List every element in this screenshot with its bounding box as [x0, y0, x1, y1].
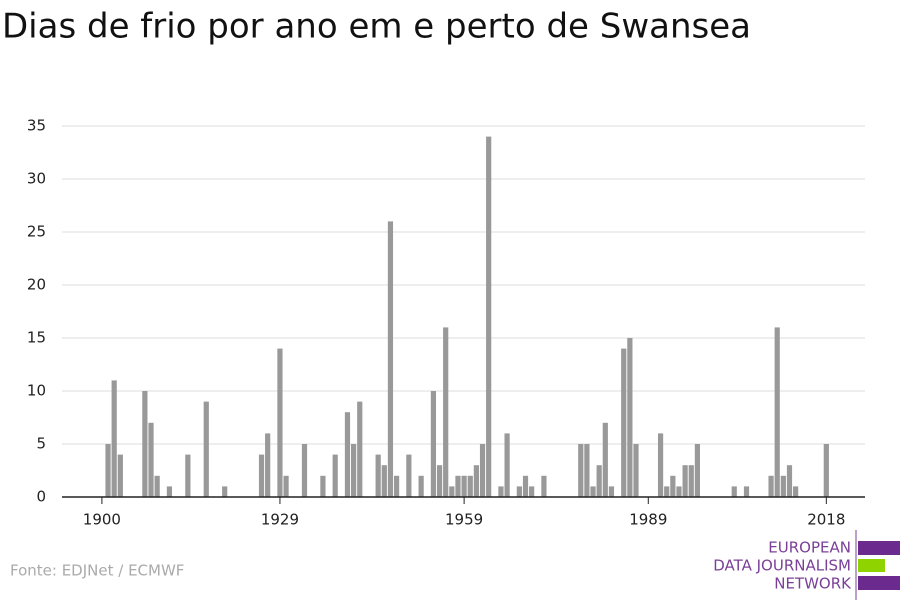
logo-text: EUROPEAN — [768, 539, 851, 557]
bar — [258, 454, 265, 497]
bar — [455, 475, 461, 497]
bar — [774, 327, 780, 497]
bar — [473, 465, 479, 497]
bar — [731, 486, 737, 497]
bar — [743, 486, 750, 497]
bar — [522, 475, 529, 497]
bar — [504, 433, 510, 497]
bar — [516, 486, 522, 497]
y-tick-label: 15 — [27, 329, 46, 347]
bar — [608, 486, 615, 497]
bar — [541, 475, 547, 497]
x-tick-label: 1989 — [629, 511, 667, 529]
y-tick-label: 30 — [27, 170, 46, 188]
bar — [430, 391, 437, 497]
y-tick-label: 20 — [27, 276, 46, 294]
bar — [664, 486, 670, 497]
y-tick-label: 25 — [27, 223, 46, 241]
bar — [467, 475, 473, 497]
y-tick-label: 0 — [36, 488, 46, 506]
bar — [265, 433, 271, 497]
bar — [203, 401, 209, 497]
y-tick-label: 10 — [27, 382, 46, 400]
bar — [676, 486, 682, 497]
bar — [461, 475, 467, 497]
bar — [166, 486, 173, 497]
bar — [657, 433, 664, 497]
logo-text: DATA JOURNALISM — [713, 557, 851, 575]
chart-title: Dias de frio por ano em e perto de Swans… — [2, 7, 751, 47]
bar — [443, 327, 449, 497]
x-tick-label: 1929 — [261, 511, 299, 529]
logo-bar — [858, 541, 900, 555]
bar — [381, 465, 387, 497]
bar — [436, 465, 443, 497]
bar — [688, 465, 694, 497]
bar — [486, 136, 492, 497]
bar — [142, 391, 148, 497]
bar — [351, 444, 357, 497]
bar — [332, 454, 338, 497]
x-tick-label: 1959 — [445, 511, 483, 529]
bar — [301, 444, 308, 497]
bar — [627, 338, 633, 497]
bar — [375, 454, 381, 497]
y-tick-label: 5 — [36, 435, 46, 453]
bar — [117, 454, 123, 497]
bar — [277, 348, 283, 497]
bar — [768, 475, 774, 497]
bar — [780, 475, 786, 497]
bar — [387, 221, 394, 497]
bar — [633, 444, 639, 497]
bar — [406, 454, 412, 497]
bar — [602, 422, 608, 497]
bar — [584, 444, 590, 497]
logo-bar — [858, 576, 900, 590]
bar — [154, 475, 160, 497]
bar — [479, 444, 486, 497]
bar — [111, 380, 117, 497]
bar — [621, 348, 627, 497]
bar — [578, 444, 584, 497]
source: Fonte: EDJNet / ECMWF — [10, 562, 184, 580]
bar — [357, 401, 363, 497]
bar — [670, 475, 676, 497]
bar — [498, 486, 504, 497]
x-tick-label: 1900 — [83, 511, 121, 529]
logo-bar — [858, 559, 885, 572]
bar — [694, 444, 701, 497]
bar — [682, 465, 688, 497]
bar — [823, 444, 829, 497]
bar — [283, 475, 289, 497]
bar — [596, 465, 602, 497]
bar — [418, 475, 424, 497]
bar — [148, 422, 154, 497]
bar — [393, 475, 400, 497]
bar — [185, 454, 191, 497]
bar — [449, 486, 455, 497]
bar — [222, 486, 228, 497]
bar — [793, 486, 799, 497]
x-tick-label: 2018 — [807, 511, 845, 529]
bar — [320, 475, 326, 497]
bar — [105, 444, 111, 497]
bar — [786, 465, 793, 497]
bar — [590, 486, 596, 497]
bar — [344, 412, 351, 497]
bar — [529, 486, 535, 497]
logo-text: NETWORK — [774, 575, 852, 593]
y-tick-label: 35 — [27, 117, 46, 135]
